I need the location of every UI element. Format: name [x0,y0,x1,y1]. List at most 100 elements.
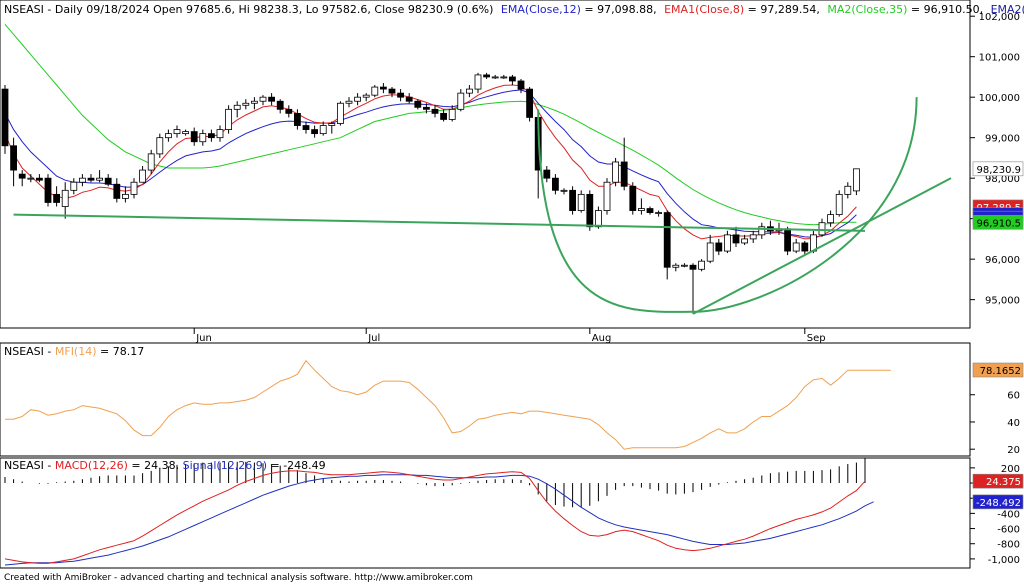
candle-body [147,153,155,171]
price-axis-tick-label: 96,000 [985,255,1020,266]
candle-body [233,104,241,110]
candle-body [448,108,456,120]
candle-body [1,88,9,147]
candle-body [792,242,800,252]
candle-body [698,260,705,270]
price-axis-tick-label: 99,000 [985,134,1020,145]
price-value-tags: 98,230.997,289.597,098.997,011.596,910.5 [972,161,1024,230]
price-tag-box [972,214,1024,230]
candle-body [465,88,473,94]
candle-body [328,123,336,126]
candle-body [715,242,723,252]
candle-body [706,242,714,262]
candle-body [595,210,602,228]
candle-body [87,177,95,181]
price-axis-tick-label: 100,000 [979,93,1020,104]
candle-body [422,106,430,110]
cup-arc-annotation [537,97,918,313]
chart-annotations [13,97,952,315]
macd-value: = 24.38, [128,459,183,472]
candle-body [517,80,525,90]
candle-body [474,74,482,90]
candle-body [543,169,551,179]
price-axis-tick-label: 101,000 [979,53,1020,64]
macd-tag-box [972,494,1024,510]
candle-body [500,76,508,79]
ma35-value: = 96,910.50, [907,3,983,16]
trendline-annotation [692,177,952,315]
candle-body [853,168,860,192]
candle-body [362,94,370,98]
candle-body [259,96,267,102]
candle-body [483,74,491,78]
ema12-label: EMA(Close,12) [501,3,581,16]
support-line-annotation [13,213,866,232]
candle-body [397,92,405,98]
mfi-y-axis: 60 40 20 [970,391,1020,456]
mfi-axis-tick-label: 40 [1007,418,1020,429]
mfi-series-line [5,359,891,450]
macd-axis-tick-label: -600 [997,525,1020,536]
ema8-value: = 97,289.54, [744,3,820,16]
price-title-prefix: NSEASI - Daily 09/18/2024 Open 97685.6, … [4,3,493,16]
candle-body [603,181,611,211]
candle-body [122,193,129,199]
macd-histogram [4,458,866,508]
candle-body [354,96,362,102]
candle-body [629,185,637,211]
candle-body [431,108,439,114]
candle-body [414,100,422,108]
candle-body [199,133,207,143]
ema8-label: EMA1(Close,8) [664,3,744,16]
candle-body [207,133,215,139]
candle-body [672,264,680,268]
candle-body [36,177,43,181]
macd-line [4,470,866,564]
candle-body [96,177,103,181]
mfi-tag-text: 78.1652 [980,366,1021,377]
candle-body [612,161,619,183]
candle-body [818,222,826,236]
candle-body [741,238,748,244]
candle-body [10,145,18,171]
candle-body [526,88,533,118]
candle-body [844,185,852,195]
x-axis-label: Aug [592,333,612,344]
candle-body [53,193,60,203]
candle-body [749,234,757,240]
macd-axis-tick-label: -800 [997,540,1020,551]
candle-body [801,242,809,252]
macd-tag-box [972,473,1024,489]
candle-body [319,125,327,135]
candle-body [681,264,688,267]
x-axis-label: Sep [807,333,826,344]
ema12-value: = 97,098.88, [581,3,657,16]
candle-body [569,189,576,211]
candle-body [345,100,353,104]
macd-value-tags: 24.375 -248.492 [972,473,1024,510]
candle-body [293,112,301,126]
candle-body [405,96,413,102]
candle-body [457,92,465,110]
mfi-line [5,359,891,450]
candle-body [139,169,147,183]
candle-body [508,76,516,82]
macd-tag-text: -248.492 [976,498,1021,509]
candle-body [336,102,344,124]
candle-body [216,129,224,139]
candle-body [758,226,766,236]
candle-body [371,86,379,96]
candle-body [586,193,594,228]
candle-body [388,88,396,94]
candle-body [827,214,834,224]
mfi-title-prefix: NSEASI - [4,345,55,358]
signal-label: Signal(12,26,9) [183,459,267,472]
mfi-axis-tick-label: 60 [1007,391,1020,402]
macd-label: MACD(12,26) [55,459,128,472]
price-title: NSEASI - Daily 09/18/2024 Open 97685.6, … [4,3,1024,16]
candle-body [620,161,628,187]
ma35-label: MA2(Close,35) [827,3,907,16]
price-axis-tick-label: 102,000 [979,12,1020,23]
